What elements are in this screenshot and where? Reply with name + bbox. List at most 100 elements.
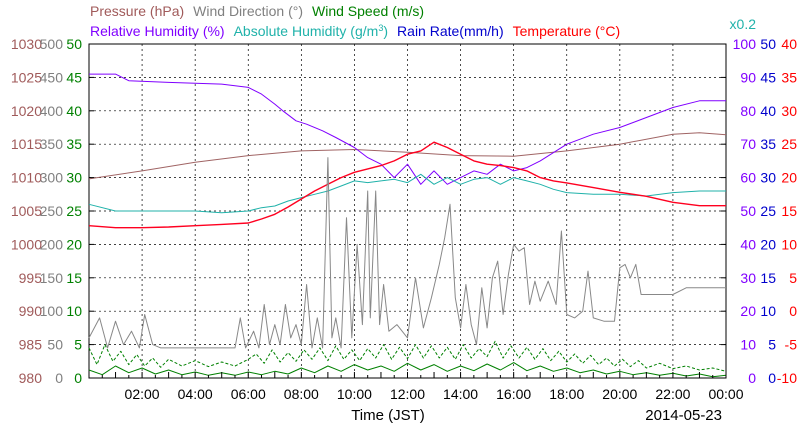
x-tick-label: 06:00 (231, 386, 266, 402)
left-axis-tick: 1015 (11, 136, 42, 152)
legend-entry: Wind Speed (m/s) (312, 3, 424, 19)
x-tick-label: 08:00 (284, 386, 319, 402)
right-axis-tick: 60 (740, 170, 756, 186)
x-tick-label: 12:00 (390, 386, 425, 402)
legend-entry: Absolute Humidity (g/m3) (234, 23, 388, 39)
left-axis-tick: 1020 (11, 103, 42, 119)
right-axis-tick: 10 (760, 303, 776, 319)
left-axis-tick: 1010 (11, 170, 42, 186)
series-pressure (88, 132, 727, 180)
right-axis-tick: 50 (740, 203, 756, 219)
right-axis-tick: 0 (789, 303, 797, 319)
series-relative-humidity (89, 73, 726, 185)
left-axis-tick: 0 (55, 370, 63, 386)
left-axis-tick: 100 (40, 303, 64, 319)
right-axis-tick: -10 (777, 370, 797, 386)
left-axis-tick: 0 (74, 370, 82, 386)
right-axis-tick: 50 (760, 36, 776, 52)
legend-entry: Temperature (°C) (513, 23, 621, 39)
series-temperature (88, 141, 726, 229)
right-axis-tick: 25 (781, 136, 797, 152)
right-axis-tick: 45 (760, 69, 776, 85)
right-axis-tick: 40 (740, 236, 756, 252)
right-axis-tick: 10 (740, 337, 756, 353)
left-axis-tick: 250 (40, 203, 64, 219)
left-axis-tick: 40 (66, 103, 82, 119)
left-axis-tick: 5 (74, 337, 82, 353)
right-axis-tick: 70 (740, 136, 756, 152)
plot-grid (89, 44, 726, 378)
left-axis-tick: 1005 (11, 203, 42, 219)
left-axis-tick: 25 (66, 203, 82, 219)
right-axis-tick: 0 (768, 370, 776, 386)
right-axis-tick: 80 (740, 103, 756, 119)
left-axis-tick: 980 (19, 370, 43, 386)
chart-header-legend: Relative Humidity (%) Absolute Humidity (… (90, 23, 620, 39)
x-axis: 02:00 04:00 06:00 08:00 10:00 12:00 14:00 16:00… (88, 372, 744, 402)
right-axis-tick: 0 (748, 370, 756, 386)
right-axis-tick: 5 (789, 270, 797, 286)
chart-header-top: Pressure (hPa) Wind Direction (°) Wind Spe… (90, 3, 424, 19)
right-axis-tick: 30 (760, 170, 776, 186)
right-axis-tick: 30 (781, 103, 797, 119)
left-axis-tick: 200 (40, 236, 64, 252)
right-axis-tick: 90 (740, 69, 756, 85)
series-wind-gust (88, 340, 727, 372)
left-axis-tick: 35 (66, 136, 82, 152)
legend-entry: Wind Direction (°) (193, 3, 303, 19)
left-axis-tick: 150 (40, 270, 64, 286)
left-axis-tick: 1025 (11, 69, 42, 85)
right-axis-tick: 25 (760, 203, 776, 219)
left-axis-tick: 400 (40, 103, 64, 119)
left-axis-tick: 985 (19, 337, 43, 353)
x-tick-label: 10:00 (337, 386, 372, 402)
left-axis-tick: 30 (66, 170, 82, 186)
x-tick-label: 22:00 (655, 386, 690, 402)
right-axis-tick: 20 (740, 303, 756, 319)
legend-entry: Rain Rate(mm/h) (397, 23, 504, 39)
left-axis-tick: 450 (40, 69, 64, 85)
left-axis-tick: 50 (66, 36, 82, 52)
right-axis-tick: 30 (740, 270, 756, 286)
left-axis-tick: 10 (66, 303, 82, 319)
left-axis-tick: 50 (47, 337, 63, 353)
right-axis-tick: 15 (760, 270, 776, 286)
x-tick-label: 04:00 (178, 386, 213, 402)
left-axis-tick: 20 (66, 236, 82, 252)
right-axis-tick: 35 (781, 69, 797, 85)
left-axis-tick: 1030 (11, 36, 42, 52)
left-axis-tick: 15 (66, 270, 82, 286)
left-axis-tick: 1000 (11, 236, 42, 252)
left-axis-tick: 990 (19, 303, 43, 319)
right-axis-tick: 20 (760, 236, 776, 252)
x-tick-label: 16:00 (496, 386, 531, 402)
left-axis-tick: 300 (40, 170, 64, 186)
right-axis-tick: 10 (781, 236, 797, 252)
right-axis-tick: 20 (781, 170, 797, 186)
left-axes: 1030102510201015101010051000995990985980… (11, 36, 94, 386)
x-axis-label: Time (JST) (351, 407, 425, 424)
right-axis-tick: 40 (781, 36, 797, 52)
left-axis-tick: 350 (40, 136, 64, 152)
right-axis-tick: 100 (733, 36, 757, 52)
series-layer (88, 73, 727, 378)
left-axis-tick: 995 (19, 270, 43, 286)
right-axis-tick: -5 (785, 337, 798, 353)
date-label: 2014-05-23 (645, 407, 722, 424)
right-axis-tick: 5 (768, 337, 776, 353)
x-tick-label: 02:00 (125, 386, 160, 402)
right-axis-tick: 35 (760, 136, 776, 152)
legend-entry: Pressure (hPa) (90, 3, 184, 19)
right-axis-tick: 15 (781, 203, 797, 219)
series-absolute-humidity (88, 173, 726, 214)
x-tick-label: 14:00 (443, 386, 478, 402)
x-tick-label: 20:00 (602, 386, 637, 402)
right-axis-tick: 40 (760, 103, 776, 119)
x-tick-label: 00:00 (708, 386, 743, 402)
right-axes: 1009080706050403020100504540353025201510… (721, 16, 797, 386)
left-axis-tick: 45 (66, 69, 82, 85)
series-wind-direction (88, 157, 726, 349)
legend-entry: Relative Humidity (%) (90, 23, 225, 39)
x-tick-label: 18:00 (549, 386, 584, 402)
